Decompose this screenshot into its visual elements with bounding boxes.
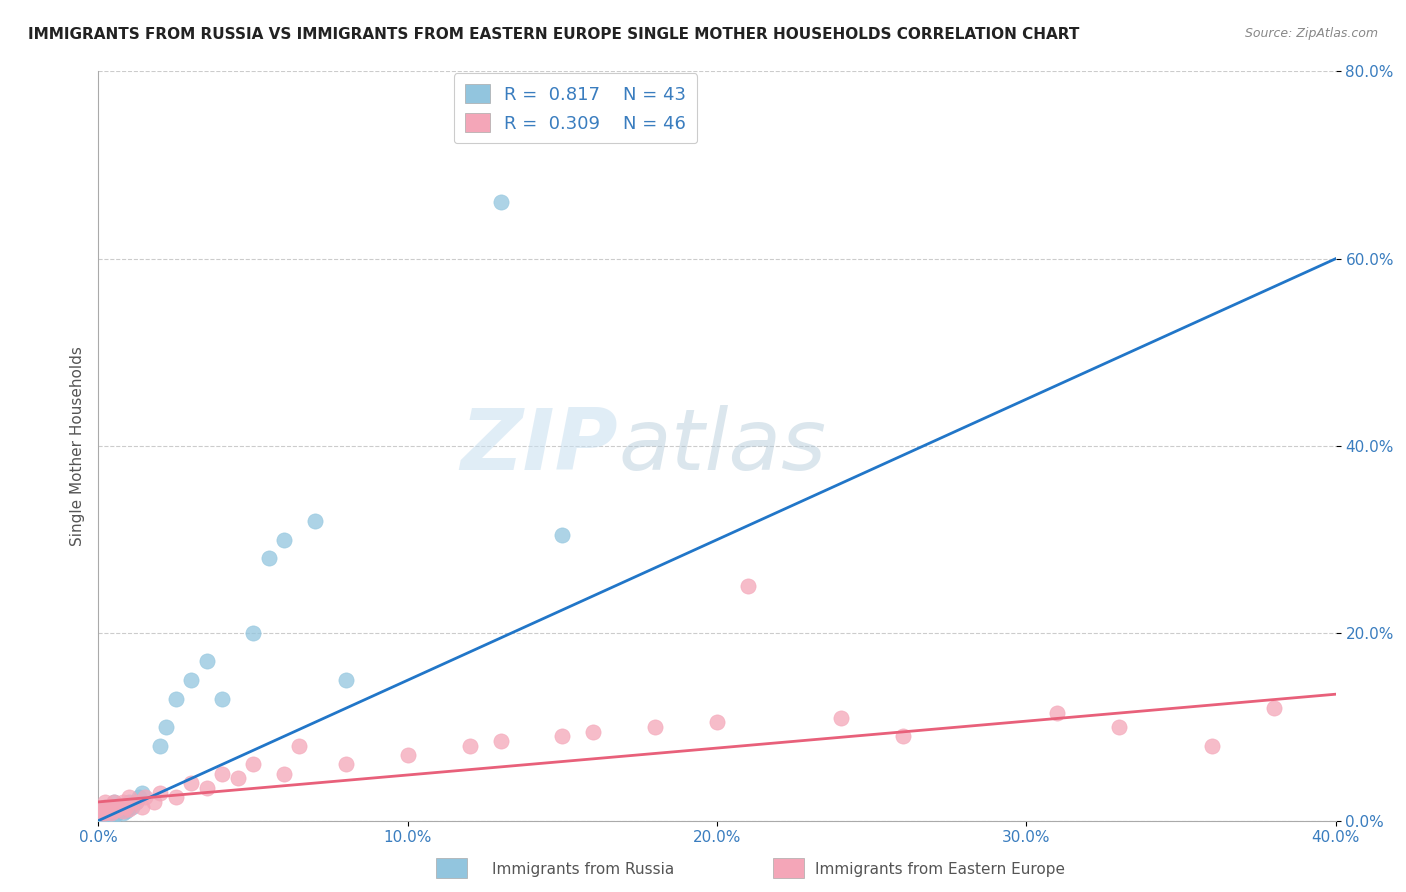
Point xyxy=(121,799,143,814)
Point xyxy=(108,805,131,819)
Point xyxy=(90,809,112,823)
Point xyxy=(288,739,311,753)
Text: atlas: atlas xyxy=(619,404,827,488)
Point xyxy=(105,802,128,816)
Point xyxy=(706,715,728,730)
Point xyxy=(1046,706,1069,720)
Point xyxy=(489,734,512,748)
Point xyxy=(304,514,326,528)
Point xyxy=(195,655,218,669)
Point xyxy=(112,802,135,816)
Point xyxy=(131,799,153,814)
Text: ZIP: ZIP xyxy=(460,404,619,488)
Point xyxy=(115,799,138,814)
Point xyxy=(97,802,120,816)
Point xyxy=(149,739,172,753)
Point xyxy=(93,799,115,814)
Point xyxy=(93,809,115,823)
Point xyxy=(489,195,512,210)
Point xyxy=(100,806,122,821)
Point xyxy=(100,799,122,814)
Point xyxy=(90,809,112,823)
Point xyxy=(165,790,187,805)
Point xyxy=(551,730,574,744)
Point xyxy=(1201,739,1223,753)
Point xyxy=(97,805,120,819)
Point xyxy=(226,772,249,786)
Point xyxy=(124,795,146,809)
Point xyxy=(90,805,112,819)
Text: Source: ZipAtlas.com: Source: ZipAtlas.com xyxy=(1244,27,1378,40)
Point xyxy=(195,780,218,795)
Point xyxy=(97,802,120,816)
Point xyxy=(155,720,177,734)
Point xyxy=(93,795,115,809)
Point xyxy=(105,806,128,821)
Point xyxy=(737,580,759,594)
Point xyxy=(1263,701,1285,715)
Point xyxy=(1108,720,1130,734)
Point xyxy=(118,799,141,814)
Point xyxy=(273,767,295,781)
Point xyxy=(644,720,666,734)
Point xyxy=(830,710,852,724)
Point xyxy=(273,533,295,547)
Point xyxy=(180,776,202,790)
Point xyxy=(112,795,135,809)
Point xyxy=(97,805,120,819)
Point xyxy=(118,795,141,809)
Point xyxy=(103,795,125,809)
Point xyxy=(118,802,141,816)
Text: Immigrants from Russia: Immigrants from Russia xyxy=(492,863,675,877)
Point xyxy=(112,806,135,821)
Point xyxy=(93,806,115,821)
Point xyxy=(100,805,122,819)
Point xyxy=(108,799,131,814)
Point xyxy=(100,806,122,821)
Point xyxy=(90,806,112,821)
Point xyxy=(551,528,574,542)
Point xyxy=(582,724,605,739)
Point xyxy=(100,799,122,814)
Point xyxy=(108,799,131,814)
Point xyxy=(257,551,280,566)
Point xyxy=(891,730,914,744)
Point xyxy=(90,805,112,819)
Point xyxy=(93,799,115,814)
Point xyxy=(134,790,156,805)
Point xyxy=(242,626,264,640)
Point xyxy=(103,805,125,819)
Text: Immigrants from Eastern Europe: Immigrants from Eastern Europe xyxy=(815,863,1066,877)
Point xyxy=(115,805,138,819)
Point xyxy=(93,806,115,821)
Legend: R =  0.817    N = 43, R =  0.309    N = 46: R = 0.817 N = 43, R = 0.309 N = 46 xyxy=(454,73,697,144)
Point xyxy=(97,809,120,823)
Point xyxy=(143,795,166,809)
Point xyxy=(97,806,120,821)
Point xyxy=(335,757,357,772)
Text: IMMIGRANTS FROM RUSSIA VS IMMIGRANTS FROM EASTERN EUROPE SINGLE MOTHER HOUSEHOLD: IMMIGRANTS FROM RUSSIA VS IMMIGRANTS FRO… xyxy=(28,27,1080,42)
Point xyxy=(128,790,150,805)
Point xyxy=(118,790,141,805)
Point xyxy=(211,692,233,706)
Point xyxy=(103,809,125,823)
Point xyxy=(335,673,357,688)
Point xyxy=(242,757,264,772)
Point xyxy=(131,786,153,800)
Point xyxy=(165,692,187,706)
Point xyxy=(103,795,125,809)
Point xyxy=(124,795,146,809)
Point xyxy=(103,802,125,816)
Point xyxy=(180,673,202,688)
Point xyxy=(149,786,172,800)
Point xyxy=(458,739,481,753)
Point xyxy=(112,805,135,819)
Point xyxy=(93,802,115,816)
Point xyxy=(105,802,128,816)
Point xyxy=(396,747,419,762)
Point xyxy=(211,767,233,781)
Y-axis label: Single Mother Households: Single Mother Households xyxy=(69,346,84,546)
